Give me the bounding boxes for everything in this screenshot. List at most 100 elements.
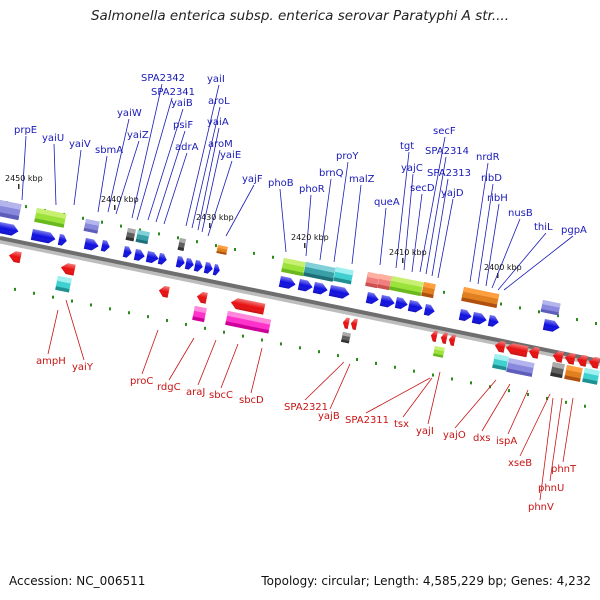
bottom-gene-label: SPA2321: [284, 402, 328, 413]
top-gene-leader: [107, 118, 130, 213]
bottom-gene-label: yajB: [318, 411, 340, 422]
tick-dot-top: [101, 220, 103, 224]
gene-arrow-shine: [528, 347, 540, 359]
tick-dot-top: [253, 251, 255, 255]
block-araJ: [192, 306, 207, 323]
tick-dot-top: [234, 247, 236, 251]
bottom-gene-label: dxs: [473, 433, 490, 444]
cog-block-shade: [83, 227, 98, 234]
accession-label: Accession: NC_006511: [9, 574, 146, 588]
block-sbmA: [83, 218, 100, 234]
top-gene-label: psiF: [173, 120, 193, 131]
cog-block-shade: [389, 286, 422, 297]
top-gene-leader: [136, 97, 173, 221]
cog-block-highlight: [463, 287, 500, 300]
block-aroM: [216, 244, 228, 255]
gene-arrow-shine: [552, 351, 564, 363]
block-ispA: [506, 357, 535, 377]
tick-dot-bottom: [451, 377, 453, 381]
top-gene-leader: [411, 193, 423, 273]
cog-block-highlight: [391, 276, 424, 288]
kbp-tick-mark: [18, 184, 20, 189]
bottom-gene-label: yaiY: [72, 362, 94, 373]
kbp-tick-mark: [497, 273, 499, 278]
gene-arrow-shine: [60, 263, 76, 276]
tick-dot-top: [519, 306, 521, 310]
reverse-gene-arrow: [588, 357, 600, 369]
block-yaiU: [34, 208, 67, 228]
gene-arrow-shine: [458, 309, 472, 321]
cog-block-shade: [135, 238, 148, 245]
top-gene-leader: [131, 83, 163, 219]
tick-dot-bottom: [584, 404, 586, 408]
cog-block-shade: [177, 246, 185, 251]
cog-block-shade: [0, 211, 20, 221]
gene-arrow-shine: [350, 318, 358, 330]
tick-dot-top: [443, 290, 445, 294]
tick-dot-bottom: [280, 342, 282, 346]
reverse-gene-arrow: [8, 251, 22, 264]
kbp-label: 2410 kbp: [389, 248, 427, 257]
tick-dot-top: [557, 314, 559, 318]
cog-block-highlight: [552, 362, 565, 370]
cog-block-highlight: [508, 358, 535, 369]
tick-dot-top: [120, 224, 122, 228]
top-gene-label: yaiB: [171, 98, 193, 109]
bottom-gene-leader: [427, 371, 441, 425]
tick-dot-bottom: [166, 319, 168, 323]
cog-block-highlight: [0, 199, 22, 210]
cog-block-shade: [55, 286, 70, 293]
tick-dot-bottom: [375, 361, 377, 365]
gene-arrow-shine: [487, 315, 499, 327]
forward-gene-arrow: [83, 238, 99, 251]
top-gene-leader: [21, 135, 27, 201]
reverse-gene-arrow: [196, 292, 208, 304]
bottom-gene-leader: [304, 361, 345, 401]
top-gene-label: yaiI: [207, 74, 225, 85]
cog-block-shade: [192, 316, 205, 323]
tick-dot-bottom: [223, 330, 225, 334]
gene-arrow-shine: [145, 251, 159, 263]
top-gene-leader: [185, 84, 220, 227]
top-gene-leader: [477, 183, 494, 285]
kbp-label: 2430 kbp: [196, 213, 234, 222]
cog-block-highlight: [283, 258, 306, 268]
gene-arrow-shine: [297, 279, 313, 292]
top-gene-leader: [225, 184, 255, 237]
block-yajB: [340, 332, 351, 344]
top-gene-label: yaiZ: [127, 130, 149, 141]
cog-block-highlight: [36, 208, 67, 219]
bottom-gene-leader: [168, 337, 195, 381]
top-gene-label: adrA: [175, 142, 199, 153]
tick-dot-bottom: [299, 346, 301, 350]
tick-dot-bottom: [90, 303, 92, 307]
cog-block-shade: [225, 321, 269, 334]
bottom-gene-leader: [454, 379, 497, 429]
gene-arrow-shine: [494, 341, 506, 353]
backbone-layer: [0, 236, 600, 367]
bottom-gene-label: tsx: [394, 419, 409, 430]
reverse-gene-arrow: [158, 286, 170, 298]
bottom-gene-leader: [250, 347, 263, 394]
tick-dot-top: [595, 321, 597, 325]
cog-block-highlight: [423, 282, 436, 290]
top-gene-label: yaiW: [117, 108, 142, 119]
tick-dot-bottom: [33, 291, 35, 295]
forward-gene-arrow: [175, 256, 185, 268]
gene-arrow-shine: [196, 292, 208, 304]
forward-gene-arrow: [203, 262, 213, 274]
bottom-gene-label: phnU: [538, 483, 564, 494]
gene-arrow-shine: [193, 260, 203, 272]
tick-dot-top: [538, 310, 540, 314]
top-gene-leader: [395, 151, 410, 269]
bottom-gene-label: ispA: [496, 436, 517, 447]
kbp-tick-mark: [209, 223, 211, 228]
tick-dot-top: [139, 228, 141, 232]
cog-block-highlight: [342, 332, 351, 338]
top-gene-leader: [305, 194, 312, 257]
reverse-gene-arrow: [430, 330, 438, 342]
top-gene-leader: [163, 152, 188, 225]
tick-dot-bottom: [128, 311, 130, 315]
bottom-gene-label: rdgC: [157, 382, 181, 393]
gene-arrow-shine: [505, 343, 529, 358]
